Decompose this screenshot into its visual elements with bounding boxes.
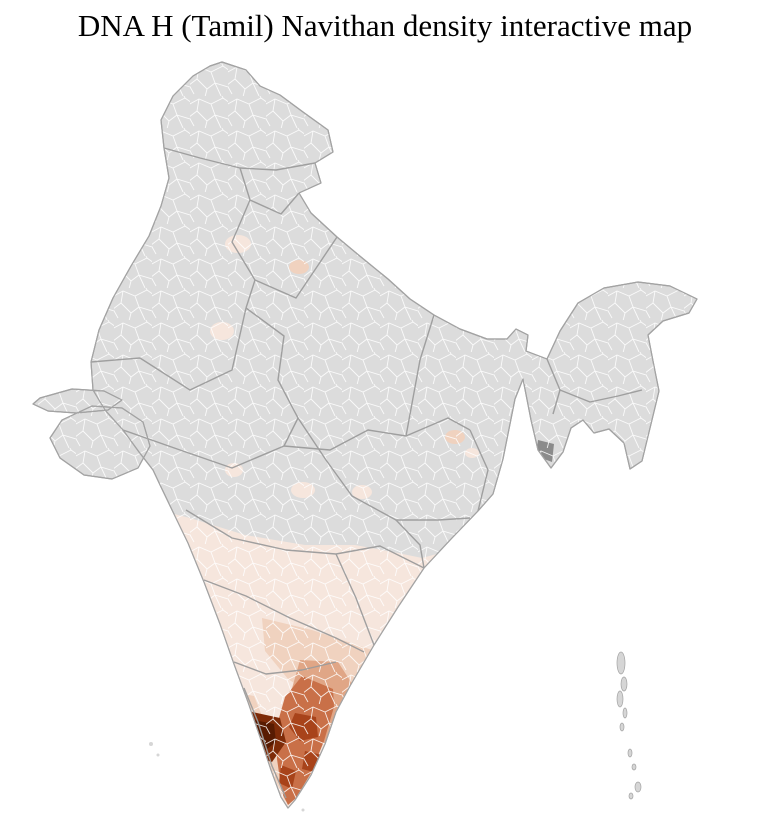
state-border-line <box>254 236 338 299</box>
state-border-line <box>335 553 375 646</box>
state-border-line <box>231 199 256 309</box>
island[interactable] <box>628 792 634 800</box>
island[interactable] <box>619 722 625 732</box>
state-border-line <box>469 429 489 512</box>
island[interactable] <box>616 651 626 675</box>
lakshadweep-islands[interactable] <box>149 742 305 812</box>
island[interactable] <box>149 742 153 746</box>
island[interactable] <box>616 690 624 708</box>
state-border-line <box>395 519 425 569</box>
state-border-line <box>243 687 287 799</box>
state-border-line <box>297 417 471 521</box>
island[interactable] <box>620 676 628 692</box>
island[interactable] <box>627 748 633 758</box>
state-border-line <box>245 307 299 447</box>
state-border-line <box>405 314 435 437</box>
state-border-line <box>90 307 247 391</box>
island[interactable] <box>634 781 642 793</box>
island[interactable] <box>301 808 305 812</box>
state-boundaries <box>90 147 643 799</box>
island[interactable] <box>631 763 637 771</box>
state-border-line <box>122 429 285 469</box>
district-boundaries-overlay <box>33 62 697 808</box>
state-border-line <box>185 509 425 569</box>
choropleth-layers <box>33 62 697 808</box>
state-border-line <box>546 358 643 403</box>
state-border-line <box>203 579 365 653</box>
island[interactable] <box>622 707 628 719</box>
state-border-line <box>552 389 561 415</box>
state-border-line <box>283 417 471 451</box>
andaman-nicobar-islands[interactable] <box>616 651 642 800</box>
state-border-line <box>233 661 337 675</box>
state-border-line <box>239 167 300 215</box>
page-title: DNA H (Tamil) Navithan density interacti… <box>77 8 693 43</box>
island[interactable] <box>156 753 160 757</box>
